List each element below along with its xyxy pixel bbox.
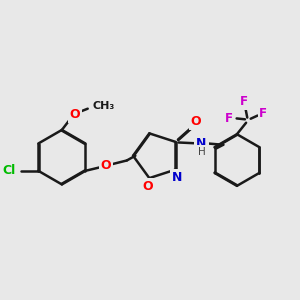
- Text: O: O: [142, 180, 153, 193]
- Text: O: O: [70, 108, 80, 121]
- Text: F: F: [259, 107, 267, 120]
- Text: N: N: [196, 137, 207, 150]
- Text: CH₃: CH₃: [93, 100, 115, 110]
- Text: Cl: Cl: [2, 164, 15, 177]
- Text: H: H: [198, 147, 205, 157]
- Text: F: F: [240, 95, 248, 108]
- Text: F: F: [225, 112, 233, 125]
- Text: O: O: [190, 115, 201, 128]
- Text: N: N: [172, 171, 182, 184]
- Text: O: O: [101, 159, 112, 172]
